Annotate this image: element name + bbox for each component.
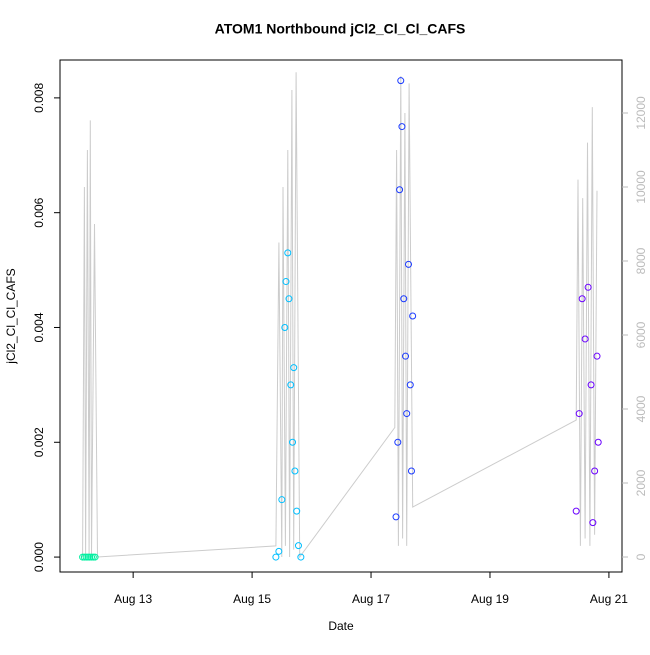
point (290, 364, 298, 372)
y-tick-label: 0.006 (32, 197, 46, 227)
point (291, 467, 299, 475)
series-line (82, 72, 598, 559)
point (293, 507, 301, 515)
y2-tick-label: 8000 (634, 247, 648, 274)
point (591, 467, 599, 475)
y-tick-label: 0.000 (32, 542, 46, 572)
point (272, 553, 280, 561)
point (594, 438, 602, 446)
point (403, 410, 411, 418)
x-tick-label: Aug 21 (590, 592, 628, 606)
x-tick-label: Aug 17 (352, 592, 390, 606)
y-axis-label: jCl2_Cl_Cl_CAFS (4, 268, 18, 364)
point (278, 496, 286, 504)
point (297, 553, 305, 561)
point (394, 438, 402, 446)
y-tick-label: 0.008 (32, 83, 46, 113)
point (409, 312, 417, 320)
point (294, 542, 302, 550)
point (396, 186, 404, 194)
point (578, 295, 586, 303)
y2-tick-label: 10000 (634, 170, 648, 204)
point (392, 513, 400, 521)
y2-tick-label: 2000 (634, 469, 648, 496)
point (593, 352, 601, 360)
y2-tick-label: 0 (634, 553, 648, 560)
point (282, 278, 290, 286)
point (589, 519, 597, 527)
point (584, 283, 592, 291)
point (575, 410, 583, 418)
point (407, 467, 415, 475)
point (397, 77, 405, 85)
point (402, 352, 410, 360)
point (275, 547, 283, 555)
x-axis-label: Date (328, 619, 354, 633)
y-tick-label: 0.004 (32, 312, 46, 342)
point (398, 123, 406, 131)
point (400, 295, 408, 303)
x-tick-label: Aug 13 (114, 592, 152, 606)
plot-frame (59, 59, 623, 573)
point (285, 295, 293, 303)
point (284, 249, 292, 257)
point (587, 381, 595, 389)
y2-tick-label: 6000 (634, 321, 648, 348)
x-tick-label: Aug 15 (233, 592, 271, 606)
y2-tick-label: 12000 (634, 96, 648, 130)
x-tick-label: Aug 19 (471, 592, 509, 606)
chart-title: ATOM1 Northbound jCl2_Cl_Cl_CAFS (215, 21, 466, 37)
point (91, 553, 99, 561)
y-tick-label: 0.002 (32, 427, 46, 457)
point (406, 381, 414, 389)
point (572, 507, 580, 515)
point (581, 335, 589, 343)
y2-tick-label: 4000 (634, 395, 648, 422)
point (287, 381, 295, 389)
point (404, 260, 412, 268)
point (281, 323, 289, 331)
point (289, 438, 297, 446)
